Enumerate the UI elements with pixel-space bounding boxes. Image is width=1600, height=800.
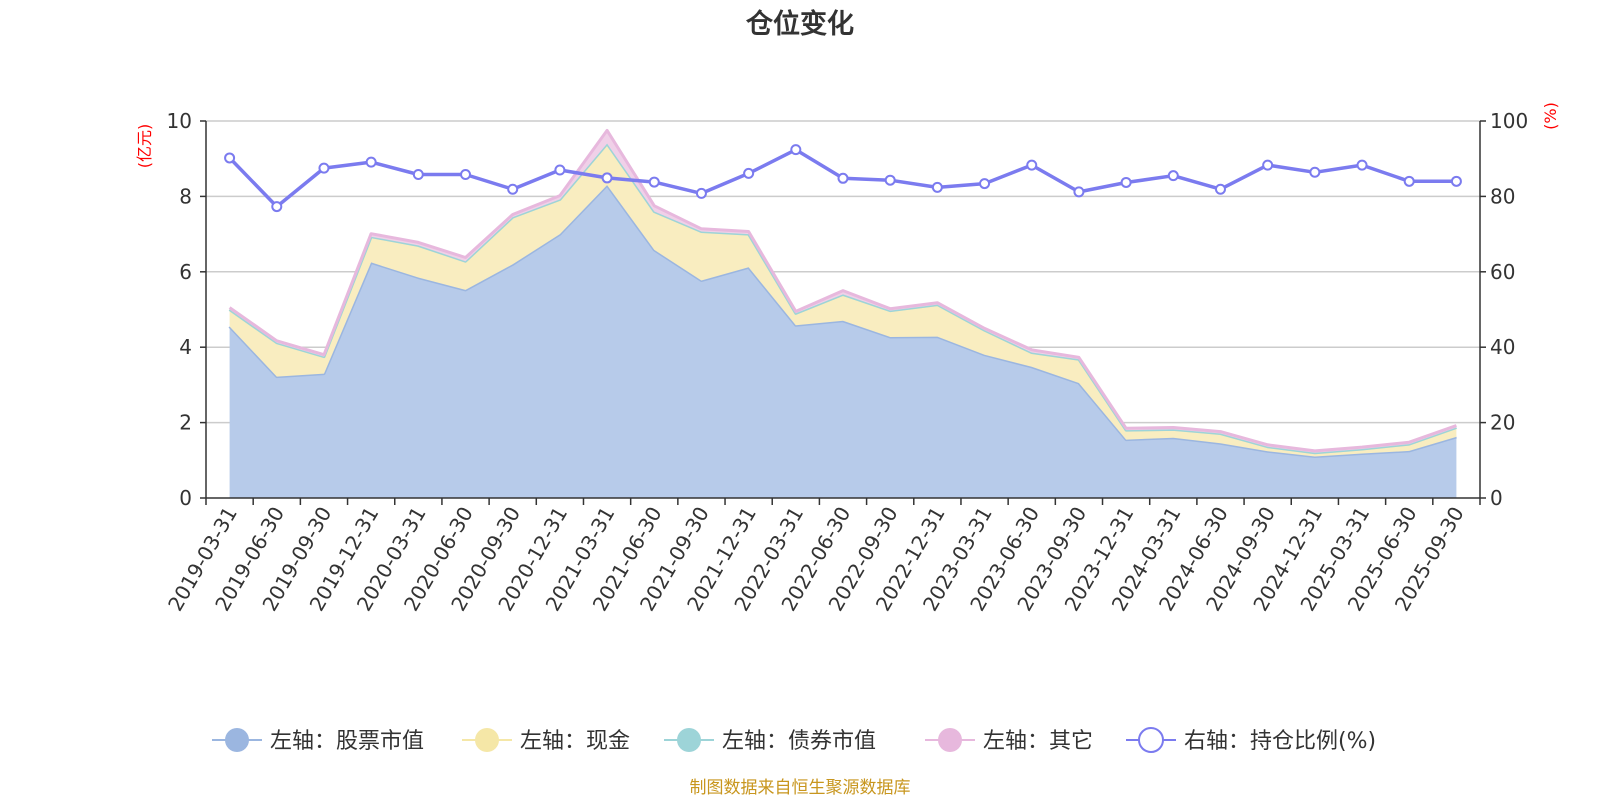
ratio-point <box>224 152 236 164</box>
right-tick-label: 40 <box>1490 335 1515 359</box>
ratio-point <box>460 169 472 181</box>
ratio-point <box>1309 166 1321 178</box>
ratio-point <box>1262 159 1274 171</box>
ratio-point <box>1356 159 1368 171</box>
legend-marker <box>1138 727 1164 753</box>
right-axis-unit: (%) <box>1541 102 1560 130</box>
source-note: 制图数据来自恒生聚源数据库 <box>690 778 911 798</box>
right-tick-label: 0 <box>1490 486 1503 510</box>
ratio-point <box>695 187 707 199</box>
legend-label: 右轴：持仓比例(%) <box>1184 729 1376 754</box>
ratio-point <box>1120 176 1132 188</box>
left-tick-label: 6 <box>179 260 192 284</box>
ratio-point <box>1450 175 1462 187</box>
ratio-point <box>271 201 283 213</box>
chart-title: 仓位变化 <box>745 8 854 40</box>
left-axis-unit: (亿元) <box>135 124 154 169</box>
ratio-point <box>648 176 660 188</box>
right-tick-label: 100 <box>1490 109 1528 133</box>
ratio-point <box>365 156 377 168</box>
legend-marker <box>475 728 499 752</box>
legend-label: 左轴：债券市值 <box>722 729 876 754</box>
right-tick-label: 20 <box>1490 411 1515 435</box>
left-tick-label: 2 <box>179 411 192 435</box>
legend-item-3[interactable]: 左轴：其它 <box>925 728 1093 754</box>
ratio-point <box>884 174 896 186</box>
legend-label: 左轴：其它 <box>983 729 1093 754</box>
stacked-areas <box>228 128 1457 498</box>
ratio-point <box>743 167 755 179</box>
ratio-point <box>412 169 424 181</box>
ratio-point <box>554 164 566 176</box>
area-series-1 <box>229 143 1457 457</box>
left-tick-label: 4 <box>179 335 192 359</box>
ratio-line-series <box>224 144 1462 213</box>
ratio-point <box>318 162 330 174</box>
legend-marker <box>225 728 249 752</box>
ratio-point <box>1026 159 1038 171</box>
ratio-point <box>979 178 991 190</box>
legend-label: 左轴：现金 <box>520 729 630 754</box>
ratio-point <box>931 181 943 193</box>
ratio-point <box>1214 183 1226 195</box>
legend-item-4[interactable]: 右轴：持仓比例(%) <box>1126 727 1376 754</box>
legend-item-2[interactable]: 左轴：债券市值 <box>664 728 876 754</box>
legend-item-1[interactable]: 左轴：现金 <box>462 728 630 754</box>
right-tick-label: 60 <box>1490 260 1515 284</box>
ratio-point <box>1403 175 1415 187</box>
area-series-0 <box>229 185 1457 498</box>
ratio-point <box>837 172 849 184</box>
right-tick-label: 80 <box>1490 184 1515 208</box>
legend[interactable]: 左轴：股票市值 左轴：现金 左轴：债券市值 左轴：其它 右轴：持仓比例(%) <box>212 727 1376 754</box>
legend-label: 左轴：股票市值 <box>270 729 424 754</box>
area-series-line-3 <box>228 128 1457 453</box>
ratio-point <box>601 172 613 184</box>
legend-marker <box>677 728 701 752</box>
left-tick-label: 0 <box>179 486 192 510</box>
legend-marker <box>938 728 962 752</box>
left-tick-label: 8 <box>179 184 192 208</box>
ratio-point <box>1167 170 1179 182</box>
legend-item-0[interactable]: 左轴：股票市值 <box>212 728 424 754</box>
ratio-point <box>507 183 519 195</box>
left-tick-label: 10 <box>167 109 192 133</box>
ratio-point <box>1073 186 1085 198</box>
ratio-point <box>790 144 802 156</box>
